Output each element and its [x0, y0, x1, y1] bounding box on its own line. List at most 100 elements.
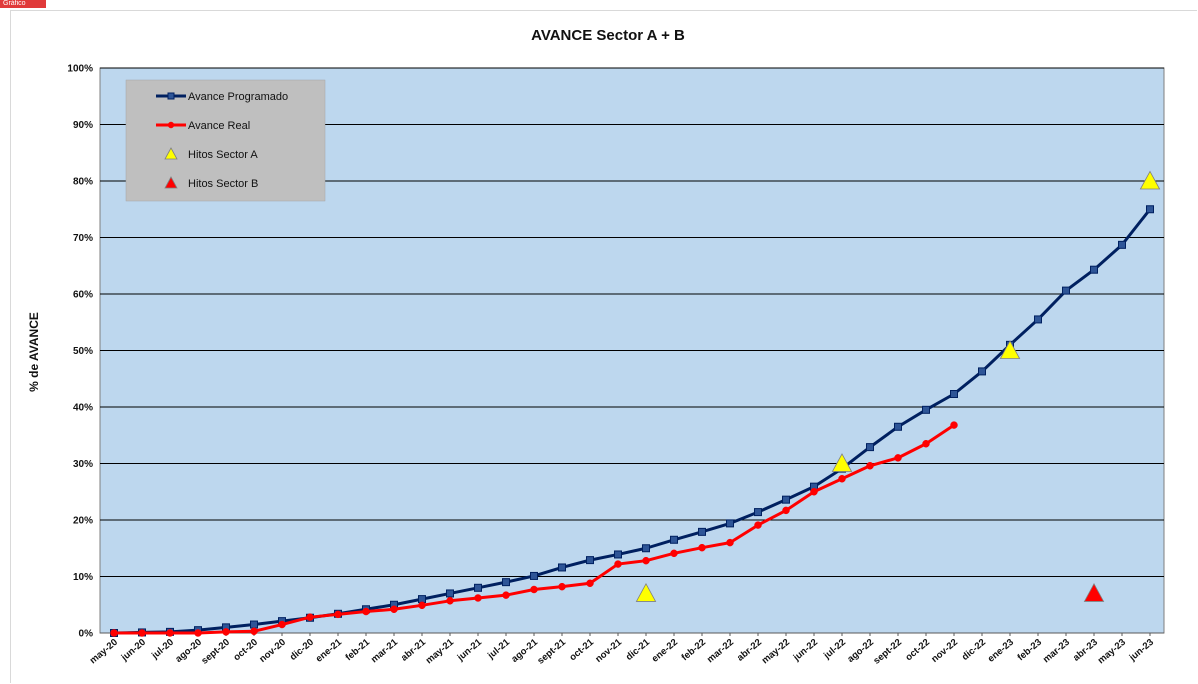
avance-programado-point — [1062, 286, 1070, 295]
avance-real-point — [334, 610, 342, 619]
y-tick-label: 0% — [79, 629, 94, 640]
x-tick-label: mar-21 — [369, 636, 400, 665]
y-axis-label: % de AVANCE — [27, 312, 41, 392]
x-tick-label: sept-21 — [535, 636, 568, 666]
avance-programado-point — [446, 589, 454, 598]
avance-real-point — [446, 597, 454, 605]
x-tick-label: abr-23 — [1071, 637, 1100, 664]
avance-real-point — [166, 629, 174, 637]
legend-label-avance-real: Avance Real — [188, 120, 250, 132]
x-tick-label: may-23 — [1096, 637, 1128, 666]
avance-real-point — [250, 627, 258, 636]
y-tick-label: 40% — [73, 403, 93, 414]
avance-programado-point — [502, 578, 510, 587]
avance-real-point — [530, 585, 538, 594]
avance-real-point — [698, 543, 706, 552]
legend-marker-avance-real — [167, 121, 175, 129]
avance-programado-point — [642, 544, 650, 553]
avance-real-point — [782, 506, 790, 515]
avance-programado-point — [530, 571, 538, 580]
x-tick-label: oct-20 — [231, 637, 260, 663]
y-tick-label: 70% — [73, 233, 93, 244]
avance-real-point — [474, 594, 482, 602]
x-tick-label: mar-23 — [1041, 637, 1072, 665]
avance-real-point — [502, 591, 510, 599]
avance-programado-point — [894, 422, 902, 431]
avance-programado-point — [1034, 315, 1042, 324]
avance-programado-point — [866, 443, 874, 452]
legend-label-hitos-sector-a: Hitos Sector A — [188, 149, 258, 161]
legend-box — [125, 79, 326, 202]
x-tick-label: dic-21 — [624, 636, 653, 663]
x-tick-label: sept-20 — [199, 637, 232, 667]
x-tick-label: nov-20 — [257, 637, 288, 665]
avance-programado-point — [1146, 205, 1154, 214]
hitos-sector-a-point — [999, 340, 1021, 359]
y-tick-label: 60% — [73, 290, 93, 301]
avance-real-point — [670, 549, 678, 558]
x-tick-label: jul-20 — [149, 637, 176, 662]
x-tick-label: feb-21 — [343, 636, 372, 663]
avance-real-point — [866, 462, 874, 470]
avance-real-point — [194, 629, 202, 637]
avance-real-point — [138, 629, 146, 637]
avance-programado-point — [614, 550, 622, 559]
avance-real-point — [922, 439, 930, 448]
x-tick-label: may-22 — [760, 637, 792, 666]
x-tick-label: ago-20 — [173, 637, 204, 665]
avance-programado-point — [1090, 265, 1098, 274]
x-tick-label: jul-22 — [821, 637, 848, 662]
x-tick-label: dic-22 — [960, 637, 988, 663]
x-tick-label: oct-22 — [903, 637, 932, 663]
avance-programado-point — [1118, 240, 1126, 249]
y-tick-label: 10% — [73, 572, 93, 583]
avance-real-point — [894, 454, 902, 462]
x-tick-label: sept-22 — [871, 637, 904, 667]
avance-programado-point — [726, 519, 734, 528]
x-tick-label: may-21 — [424, 636, 457, 666]
x-tick-label: nov-21 — [593, 636, 624, 665]
avance-real-point — [642, 556, 650, 565]
chart-frame — [10, 10, 1197, 683]
avance-programado-point — [754, 508, 762, 517]
avance-programado-line — [113, 208, 1152, 635]
x-tick-label: jun-23 — [1127, 637, 1156, 664]
x-tick-label: oct-21 — [567, 636, 596, 663]
legend-marker-avance-programado — [167, 92, 175, 100]
x-tick-label: nov-22 — [929, 637, 960, 665]
avance-programado-point — [670, 535, 678, 544]
avance-real-point — [950, 421, 958, 429]
avance-real-point — [810, 488, 818, 496]
x-tick-label: abr-22 — [735, 637, 764, 664]
avance-programado-point — [922, 405, 930, 414]
hitos-sector-a-point — [1139, 170, 1161, 190]
avance-real-point — [306, 613, 314, 621]
x-tick-label: mar-22 — [705, 637, 736, 665]
avance-real-point — [754, 521, 762, 529]
x-tick-label: ene-22 — [650, 637, 680, 665]
hitos-sector-a-point — [831, 453, 853, 472]
avance-programado-point — [950, 390, 958, 399]
avance-programado-point — [558, 563, 566, 572]
corner-tag: Gráfico — [0, 0, 46, 8]
y-tick-label: 80% — [73, 177, 93, 188]
x-tick-label: dic-20 — [288, 637, 316, 663]
x-tick-label: ene-23 — [986, 637, 1016, 665]
x-tick-label: jul-21 — [485, 636, 512, 661]
legend-label-hitos-sector-b: Hitos Sector B — [188, 178, 258, 190]
x-tick-label: feb-22 — [679, 637, 708, 663]
y-tick-label: 30% — [73, 459, 93, 470]
x-tick-label: jun-22 — [791, 637, 820, 664]
x-tick-label: ago-22 — [845, 637, 876, 665]
x-tick-label: jun-21 — [455, 636, 485, 664]
x-tick-label: ago-21 — [509, 636, 540, 665]
legend-marker-hitos-sector-b — [164, 176, 178, 189]
avance-programado-point — [418, 595, 426, 604]
avance-programado-point — [250, 620, 258, 629]
y-tick-label: 20% — [73, 516, 93, 527]
avance-real-point — [390, 605, 398, 614]
avance-programado-point — [586, 556, 594, 565]
avance-real-point — [110, 629, 118, 637]
avance-real-point — [726, 538, 734, 547]
